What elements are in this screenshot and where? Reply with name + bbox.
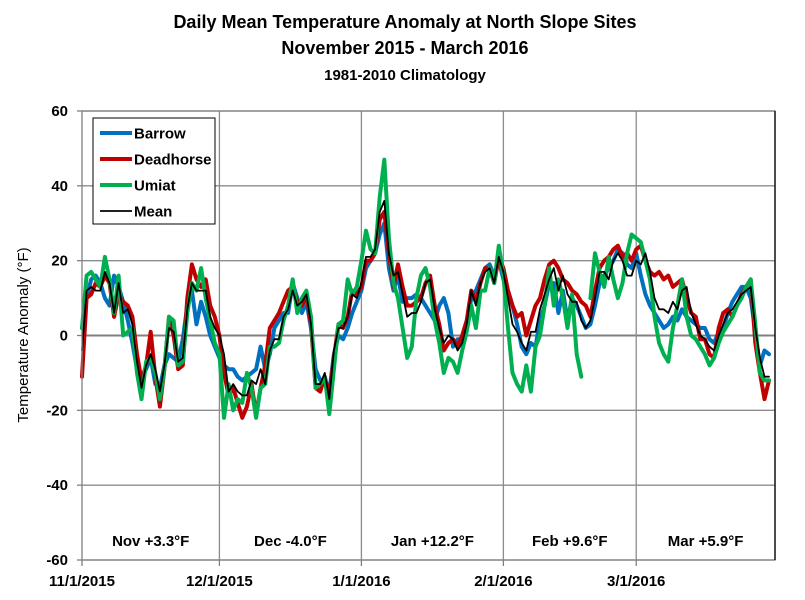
x-tick-label: 12/1/2015 (186, 573, 253, 590)
x-tick-label: 2/1/2016 (474, 573, 532, 590)
chart-subtitle: November 2015 - March 2016 (281, 38, 528, 58)
monthly-anomaly-label: Mar +5.9°F (668, 533, 744, 550)
x-tick-label: 1/1/2016 (332, 573, 390, 590)
axes: 60 40 20 0 -20 -40 -60 11/1/2015 12/1/2015 1/1/20… (46, 103, 776, 590)
x-tick-label: 11/1/2015 (49, 573, 115, 590)
y-tick-label: 0 (60, 328, 68, 345)
legend-label-umiat: Umiat (134, 178, 176, 195)
legend-label-deadhorse: Deadhorse (134, 152, 212, 169)
legend: Barrow Deadhorse Umiat Mean (92, 117, 216, 225)
monthly-anomaly-label: Dec -4.0°F (254, 533, 327, 550)
y-tick-label: -40 (46, 477, 68, 494)
chart-title: Daily Mean Temperature Anomaly at North … (173, 12, 636, 32)
series-lines (80, 157, 771, 420)
y-tick-label: 20 (51, 253, 68, 270)
monthly-anomaly-label: Nov +3.3°F (112, 533, 189, 550)
monthly-anomaly-label: Jan +12.2°F (391, 533, 474, 550)
y-tick-label: -60 (46, 552, 68, 569)
chart-subtitle-climatology: 1981-2010 Climatology (324, 67, 486, 84)
series-line-mean (81, 199, 770, 401)
y-tick-label: -20 (46, 402, 68, 419)
y-tick-label: 40 (51, 178, 68, 195)
series-line-deadhorse (80, 210, 771, 420)
x-tick-label: 3/1/2016 (607, 573, 665, 590)
monthly-anomaly-label: Feb +9.6°F (532, 533, 608, 550)
legend-box (92, 117, 216, 225)
y-axis-label: Temperature Anomaly (°F) (15, 247, 32, 422)
series-line-umiat (588, 232, 771, 383)
y-tick-label: 60 (51, 103, 68, 120)
legend-label-barrow: Barrow (134, 126, 186, 143)
legend-label-mean: Mean (134, 204, 172, 221)
